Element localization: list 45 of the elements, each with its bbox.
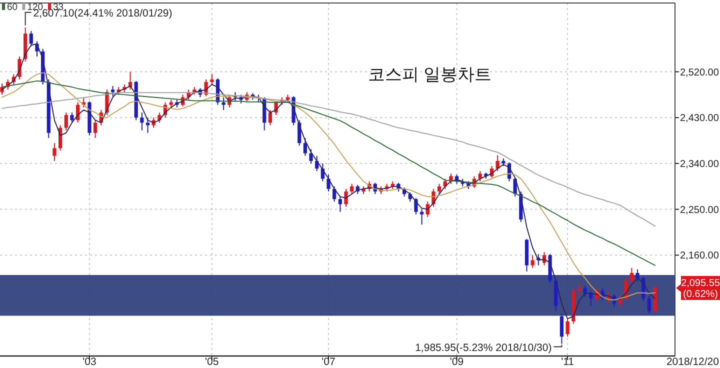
- candlestick: [653, 285, 657, 313]
- x-tick-label: '05: [205, 356, 219, 368]
- candlestick: [350, 183, 354, 195]
- candlestick: [52, 142, 56, 162]
- candlestick: [437, 183, 442, 195]
- candlestick: [338, 196, 342, 212]
- legend-label: 60: [7, 2, 18, 13]
- annotation: 1,985.95(-5.23% 2018/10/30): [415, 342, 552, 354]
- text: 코스피 일봉차트: [368, 65, 492, 84]
- candlestick: [140, 112, 144, 131]
- candlestick: [414, 198, 418, 215]
- candlestick: [530, 254, 534, 268]
- x-tick-label: '03: [82, 356, 96, 368]
- y-tick-label: 2,430.00: [680, 113, 720, 124]
- candlestick: [309, 148, 313, 164]
- candlestick: [583, 285, 587, 298]
- y-tick-label: 2,340.00: [680, 158, 720, 170]
- y-tick-label: 2,160.00: [680, 250, 720, 262]
- candlestick: [420, 208, 424, 226]
- candlestick: [93, 120, 98, 138]
- candlestick: [303, 137, 307, 156]
- x-tick-label: '11: [561, 356, 574, 368]
- candlestick: [630, 267, 634, 284]
- candlestick: [268, 109, 272, 126]
- x-tick-label: '09: [450, 356, 464, 368]
- candlestick: [210, 74, 214, 85]
- y-tick-label: 2,520.00: [680, 67, 720, 78]
- candlestick: [29, 30, 33, 47]
- candlestick: [64, 112, 68, 131]
- x-tick-label: '07: [322, 356, 336, 368]
- line-series: [2, 43, 656, 320]
- candlestick: [566, 318, 570, 338]
- text: 2018/12/20: [666, 356, 720, 368]
- candlestick: [326, 174, 330, 192]
- candlestick: [110, 86, 115, 97]
- candlestick: [344, 188, 348, 208]
- y-tick-label: 2,250.00: [680, 204, 720, 216]
- candlestick: [222, 96, 226, 110]
- text: 2,095.55 (0.62%): [681, 278, 720, 300]
- candlestick: [577, 282, 582, 296]
- candlestick: [636, 268, 640, 282]
- candlestick: [70, 112, 74, 124]
- candlestick: [560, 313, 564, 344]
- candlestick: [647, 295, 651, 314]
- candlestick: [146, 117, 150, 134]
